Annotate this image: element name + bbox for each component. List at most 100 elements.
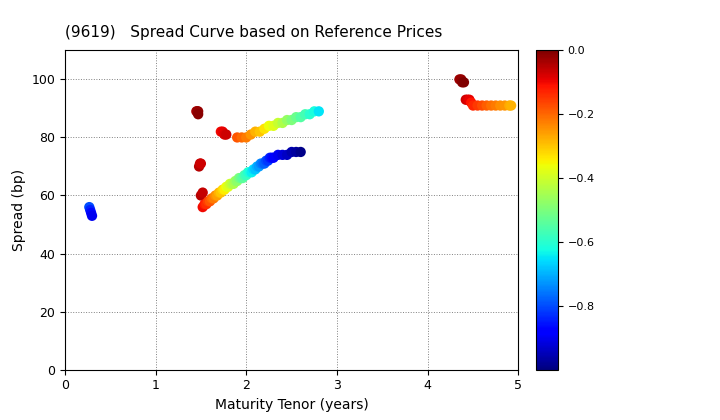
Point [276, 152, 288, 158]
Point [250, 128, 261, 135]
Point [250, 166, 261, 173]
Point [286, 117, 297, 123]
Point [313, 108, 325, 115]
Point [464, 96, 475, 103]
Point [295, 149, 307, 155]
Point [477, 102, 488, 109]
Point [272, 152, 284, 158]
Point [197, 204, 209, 210]
Point [254, 128, 266, 135]
Point [505, 102, 517, 109]
Point [282, 152, 293, 158]
Point [456, 76, 467, 83]
Point [266, 155, 277, 161]
Point [258, 160, 270, 167]
Point [290, 114, 302, 121]
Point [268, 155, 279, 161]
Point [202, 198, 214, 205]
Point [233, 175, 245, 181]
Point [257, 160, 269, 167]
Point [206, 195, 217, 202]
Point [472, 102, 483, 109]
Point [237, 175, 248, 181]
Point [228, 181, 239, 187]
Point [261, 158, 272, 164]
Point [215, 128, 227, 135]
Point [258, 126, 270, 132]
Point [490, 102, 502, 109]
Point [272, 120, 284, 126]
Point [219, 186, 230, 193]
Point [230, 178, 241, 184]
Point [264, 155, 276, 161]
Point [295, 114, 307, 121]
Point [236, 134, 248, 141]
Point [290, 149, 302, 155]
Point [454, 76, 465, 83]
Point [191, 108, 202, 115]
Point [308, 108, 320, 115]
Point [194, 160, 206, 167]
Point [220, 131, 232, 138]
Point [240, 134, 252, 141]
Point [231, 134, 243, 141]
Point [244, 169, 256, 176]
Point [224, 181, 235, 187]
Point [456, 79, 468, 86]
Point [503, 102, 515, 109]
Point [485, 102, 497, 109]
Point [253, 163, 265, 170]
Point [195, 160, 207, 167]
Point [213, 189, 225, 196]
Point [240, 172, 252, 178]
Point [217, 186, 228, 193]
Point [460, 96, 472, 103]
Point [192, 108, 204, 115]
Point [226, 181, 238, 187]
Point [235, 175, 246, 181]
Point [220, 184, 232, 190]
Point [262, 158, 274, 164]
Point [268, 123, 279, 129]
Point [231, 178, 243, 184]
Text: (9619)   Spread Curve based on Reference Prices: (9619) Spread Curve based on Reference P… [65, 24, 442, 39]
Point [276, 120, 288, 126]
Point [243, 169, 254, 176]
Point [245, 131, 256, 138]
Point [217, 128, 228, 135]
Point [481, 102, 492, 109]
Point [222, 184, 234, 190]
Point [212, 192, 223, 199]
Point [462, 96, 473, 103]
Point [192, 111, 204, 118]
Point [86, 210, 97, 216]
Point [300, 111, 311, 118]
Point [495, 102, 506, 109]
Point [193, 163, 204, 170]
Point [192, 108, 203, 115]
Point [195, 192, 207, 199]
Point [264, 123, 275, 129]
Y-axis label: Spread (bp): Spread (bp) [12, 169, 26, 251]
Point [467, 102, 479, 109]
Point [199, 201, 210, 207]
Point [251, 163, 263, 170]
X-axis label: Maturity Tenor (years): Maturity Tenor (years) [215, 398, 369, 412]
Point [304, 111, 315, 118]
Point [84, 204, 95, 210]
Point [248, 166, 259, 173]
Point [238, 172, 250, 178]
Point [86, 213, 98, 219]
Point [215, 189, 227, 196]
Point [286, 149, 297, 155]
Point [499, 102, 510, 109]
Point [465, 99, 477, 106]
Point [201, 201, 212, 207]
Point [84, 207, 96, 213]
Point [219, 131, 230, 138]
Point [208, 195, 220, 202]
Point [255, 160, 266, 167]
Point [458, 79, 469, 86]
Point [282, 117, 293, 123]
Point [210, 192, 221, 199]
